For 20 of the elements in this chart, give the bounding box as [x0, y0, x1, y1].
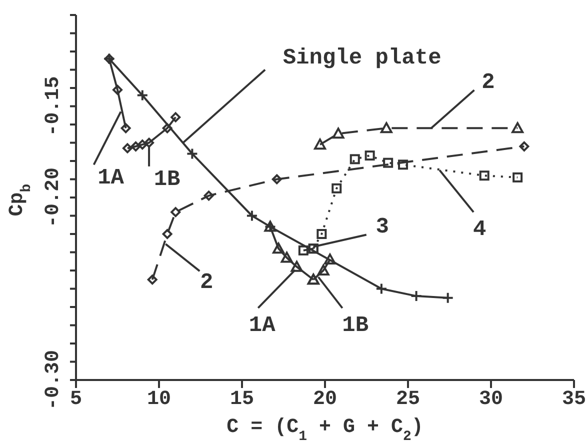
x-tick-label: 30 [478, 388, 504, 412]
x-tick-label: 20 [312, 388, 338, 412]
annotation: 2 [200, 270, 214, 295]
x-tick-label: 15 [230, 388, 254, 412]
annotation: 1A [98, 166, 125, 191]
annotation: Single plate [282, 46, 442, 71]
annotation: 4 [472, 216, 486, 242]
x-tick-label: 25 [396, 388, 420, 412]
x-tick-label: 10 [146, 388, 172, 412]
y-tick-label: -0.15 [42, 76, 65, 136]
annotation: 1B [154, 167, 180, 192]
annotation: 1B [342, 312, 369, 338]
annotation: 1A [248, 312, 276, 338]
y-tick-label: -0.20 [42, 167, 65, 228]
annotation: 2 [482, 70, 495, 95]
y-tick-label: -0.30 [42, 350, 65, 410]
x-axis-title: C = (C$_{1}$ + G + C$_{2}$) [226, 416, 424, 445]
x-tick-label: 35 [562, 388, 586, 412]
x-tick-label: 5 [70, 388, 82, 412]
annotation: 3 [376, 214, 389, 240]
